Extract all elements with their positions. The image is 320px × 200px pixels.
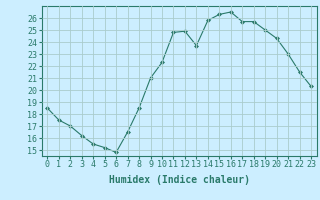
X-axis label: Humidex (Indice chaleur): Humidex (Indice chaleur) — [109, 175, 250, 185]
